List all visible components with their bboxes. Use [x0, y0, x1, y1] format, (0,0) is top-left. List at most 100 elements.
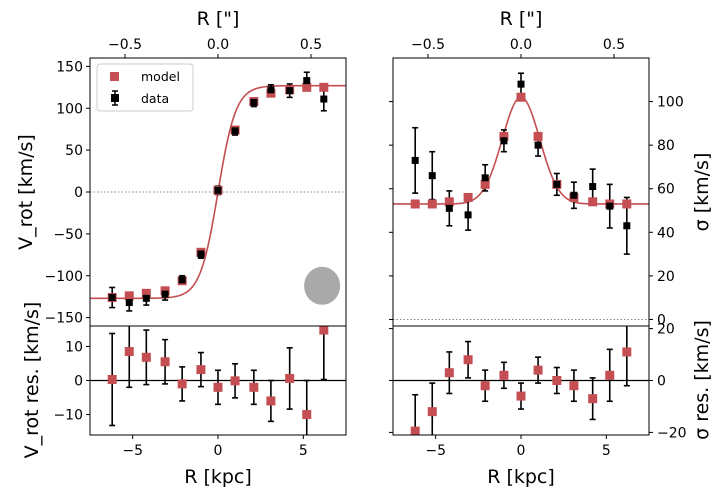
xtick-label: 0 [517, 443, 526, 459]
vrot-model-point [141, 288, 151, 298]
vrot-res-point [266, 396, 276, 406]
sigma-model-point [499, 131, 509, 141]
vrot-data-point [267, 86, 275, 94]
ytick-label: 50 [65, 143, 83, 159]
vrot-res-point [107, 374, 117, 384]
ytick-label: −10 [53, 408, 83, 424]
sigma-res-point [552, 376, 562, 385]
sigma-data-point [428, 172, 436, 180]
sigma-ylabel: σ [km/s] [691, 153, 713, 232]
sigma-res-point [463, 355, 473, 365]
top-right-axis-label: R ["] [500, 8, 543, 30]
sigma-data-point [411, 156, 419, 164]
ytick-label: −50 [53, 227, 83, 243]
vrot-res-point [319, 326, 329, 335]
sigma-res-point [427, 407, 437, 417]
left-xlabel: R [kpc] [184, 466, 252, 488]
ytick-label: 0 [657, 312, 666, 328]
ytick-label: 0 [74, 185, 83, 201]
sigma-res-point [444, 368, 454, 378]
sigma-model-point [533, 131, 543, 141]
sigma-model-point [622, 199, 632, 209]
sigma-res-point [622, 347, 632, 357]
ytick-label: 60 [657, 182, 675, 198]
vrot-ylabel: V_rot [km/s] [15, 134, 37, 250]
vrot-res-point [213, 382, 223, 392]
legend-box [96, 63, 194, 112]
ytick-label: 80 [657, 138, 675, 154]
sigma-model-point [410, 199, 420, 209]
vrot-res-point [230, 376, 240, 386]
top-xtick-label: 0.5 [603, 37, 625, 53]
xtick-label: 5 [299, 443, 308, 459]
sigma-data-point [445, 204, 453, 212]
sigma-data-point [534, 141, 542, 149]
xtick-label: 0 [214, 443, 223, 459]
ytick-label: 10 [65, 339, 83, 355]
sigma-model-point [444, 197, 454, 207]
ytick-label: 0 [74, 374, 83, 390]
vrot-res-point [124, 347, 134, 357]
ytick-label: 150 [56, 59, 83, 75]
xtick-label: −5 [425, 443, 446, 459]
sigma-model-curve [393, 96, 649, 205]
vrot-residual-panel [90, 326, 346, 435]
sigma-res-ylabel: σ res. [km/s] [691, 320, 713, 440]
sigma-res-point [499, 370, 509, 380]
xtick-label: 5 [602, 443, 611, 459]
sigma-data-point [570, 191, 578, 199]
legend-model-label: model [141, 69, 180, 84]
sigma-data-point [623, 222, 631, 230]
vrot-model-point [302, 82, 312, 92]
ytick-label: 100 [56, 101, 83, 117]
ytick-label: 20 [657, 269, 675, 285]
vrot-data-point [142, 294, 150, 302]
vrot-res-point [285, 373, 295, 383]
sigma-res-point [605, 370, 615, 380]
vrot-res-point [249, 382, 259, 392]
sigma-residual-panel [393, 326, 649, 435]
beam-ellipse [304, 266, 341, 305]
vrot-res-point [302, 410, 312, 420]
vrot-res-ylabel: V_rot res. [km/s] [21, 302, 43, 459]
legend-data-label: data [141, 91, 169, 106]
sigma-data-point [606, 202, 614, 210]
vrot-res-point [196, 365, 206, 375]
vrot-data-point [197, 250, 205, 258]
sigma-res-point [480, 381, 490, 391]
legend-data-marker [111, 94, 119, 102]
vrot-model-point [124, 291, 134, 301]
vrot-res-point [177, 379, 187, 389]
ytick-label: −20 [657, 425, 687, 441]
right-xlabel: R [kpc] [487, 466, 555, 488]
sigma-model-point [480, 179, 490, 189]
vrot-model-point [319, 82, 329, 92]
vrot-data-point [161, 290, 169, 298]
sigma-panel [393, 72, 649, 320]
ytick-label: 100 [657, 95, 684, 111]
vrot-data-point [250, 98, 258, 106]
vrot-data-point [286, 87, 294, 95]
vrot-res-point [141, 352, 151, 362]
vrot-data-point [125, 299, 133, 307]
sigma-model-point [463, 192, 473, 202]
vrot-data-point [231, 127, 239, 135]
top-left-axis-label: R ["] [197, 8, 240, 30]
top-xtick-label: −0.5 [108, 37, 142, 53]
vrot-panel [90, 71, 346, 312]
sigma-model-point [427, 199, 437, 209]
ytick-label: −150 [45, 311, 83, 327]
vrot-data-point [320, 95, 328, 103]
sigma-data-point [464, 211, 472, 219]
vrot-res-point [160, 357, 170, 367]
sigma-res-point [516, 391, 526, 401]
vrot-data-point [303, 77, 311, 85]
sigma-res-point [569, 381, 579, 391]
sigma-res-point [588, 394, 598, 404]
sigma-res-point [410, 426, 420, 435]
sigma-data-point [481, 174, 489, 182]
ytick-label: 20 [657, 322, 675, 338]
sigma-data-point [517, 80, 525, 88]
